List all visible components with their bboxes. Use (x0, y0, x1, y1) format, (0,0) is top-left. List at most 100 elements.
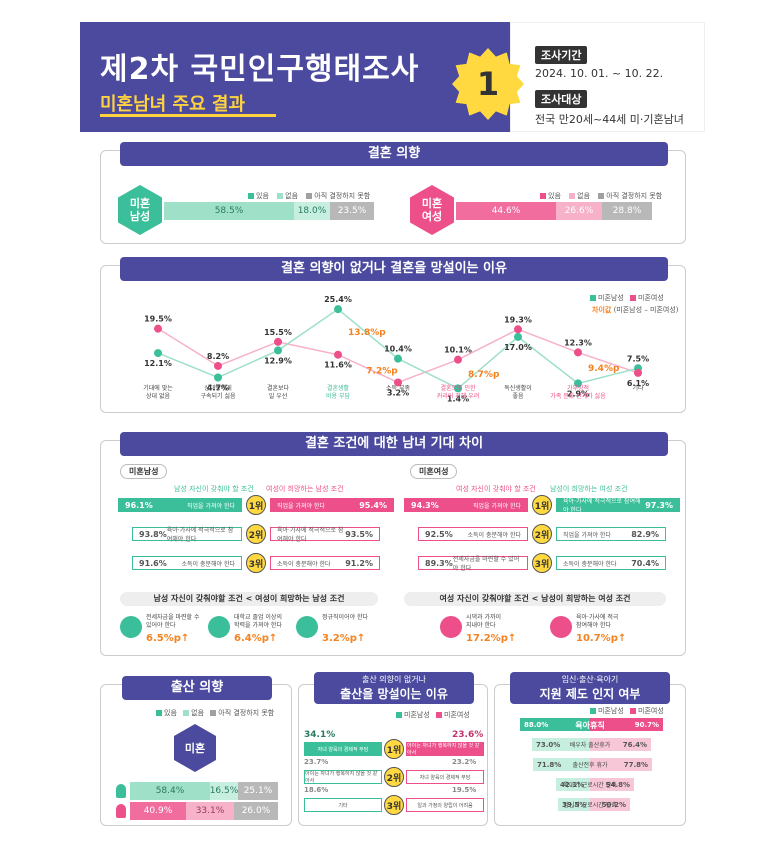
male-cond-left-value: 93.8% (139, 529, 167, 539)
category-label: 소득 부족 (386, 385, 410, 392)
period-label: 조사기간 (535, 46, 588, 64)
birth-female-undecided-bar: 26.0% (234, 802, 278, 820)
male-cond-left-bar: 93.8% 육아·가사에 적극적으로 참여해야 한다 (132, 527, 242, 543)
female-cond-left-bar: 94.3% 직업을 가져야 한다 (404, 498, 528, 512)
support-male-bar: 73.0% (532, 738, 590, 751)
support-title: 임신·출산·육아기 지원 제도 인지 여부 (510, 672, 670, 704)
marriage-intent-title: 결혼 의향 (120, 142, 668, 166)
category-label: 상대방에게 (204, 384, 232, 392)
birth-female-value: 23.6% (452, 730, 484, 740)
male-value-label: 4.7% (207, 383, 229, 392)
male-value-label: 10.4% (384, 345, 412, 354)
male-cond-rank-circle: 1위 (246, 495, 266, 515)
birth-right-bar: 아이는 자녀가 행복하지 않을 것 같아서 (406, 742, 484, 756)
support-label: 육아기 근로시간 단축 (563, 782, 617, 789)
female-cond-right-bar: 소득이 충분해야 한다 70.4% (556, 556, 666, 570)
female-cond-left-text: 전세자금을 마련할 수 있어야 한다 (452, 556, 520, 572)
birth-rank-circle: 3위 (384, 795, 404, 815)
birth-right-bar: 자녀 양육의 경제적 부담 (406, 770, 484, 784)
support-male-bar: 88.0% (520, 718, 590, 731)
male-point (514, 332, 522, 341)
female-cond-right-bar: 직업을 가져야 한다 82.9% (556, 527, 666, 541)
male-no-bar: 18.0% (294, 202, 330, 220)
male-cond-left-value: 91.6% (139, 558, 167, 568)
female-cond-rank-circle: 3위 (532, 553, 552, 573)
female-cond-right-value: 70.4% (631, 558, 659, 568)
category-label: 결혼생활 (327, 384, 350, 392)
male-gap-value: 6.4%p↑ (234, 633, 278, 644)
female-value-label: 12.3% (564, 338, 592, 347)
male-cond-right-value: 95.4% (359, 500, 387, 510)
male-value-label: 12.9% (264, 356, 292, 365)
male-cond-left-text: 소득이 충분해야 한다 (181, 560, 236, 568)
target-label: 조사대상 (535, 90, 588, 108)
male-cond-left-text: 직업을 가져야 한다 (187, 502, 235, 510)
male-cond-rank-circle: 2위 (246, 524, 266, 544)
support-label: 육아휴직 (575, 721, 605, 730)
female-value-label: 10.1% (444, 346, 472, 355)
support-female-bar: 76.4% (590, 738, 651, 751)
female-cond-left-value: 92.5% (425, 529, 453, 539)
support-label: 배우자 출산휴가 (569, 742, 611, 749)
female-value-label: 6.1% (627, 379, 649, 388)
category-label: 가족 문화·관계가 싫음 (550, 392, 606, 400)
female-gap-text: 시댁과 가까이 지내야 한다 (466, 614, 502, 629)
female-undecided-bar: 28.8% (602, 202, 652, 220)
female-value-label: 19.5% (144, 315, 172, 324)
male-cond-right-value: 91.2% (345, 558, 373, 568)
female-gap-text: 육아·가사에 적극 참여해야 한다 (576, 614, 619, 629)
support-label: 출산전후 휴가 (572, 762, 608, 769)
male-gap-icon (296, 616, 318, 638)
marriage-legend-female: 있음 없음 아직 결정하지 못함 (540, 191, 662, 201)
male-person-icon (116, 784, 126, 798)
category-label: 결혼으로 인한 (440, 384, 476, 392)
male-gap-icon (208, 616, 230, 638)
male-point (154, 349, 162, 358)
birth-reasons-title: 출산 의향이 없거나 출산을 망설이는 이유 (314, 672, 474, 704)
male-col1-header: 남성 자신이 갖춰야 할 조건 (174, 485, 254, 493)
female-gap-icon (440, 616, 462, 638)
female-point (574, 348, 582, 357)
target-value: 전국 만20세~44세 미·기혼남녀 (535, 113, 684, 126)
male-cond-left-bar: 96.1% 직업을 가져야 한다 (118, 498, 242, 512)
female-cond-right-text: 소득이 충분해야 한다 (563, 560, 617, 568)
male-point (454, 384, 462, 393)
male-gap-text: 정규직이어야 한다 (322, 614, 369, 621)
male-point (274, 346, 282, 355)
female-point (514, 325, 522, 334)
gap-value: 8.7%p (468, 370, 500, 380)
female-unmarried-hex: 미혼 여성 (410, 185, 454, 235)
category-label: 좋음 (512, 393, 524, 400)
reasons-gap-legend: 차이값 (미혼남성 – 미혼여성) (592, 306, 679, 314)
gap-value: 7.2%p (366, 367, 398, 377)
female-point (274, 337, 282, 346)
female-cond-right-text: 직업을 가져야 한다 (563, 531, 611, 539)
birth-female-no-bar: 33.1% (186, 802, 234, 820)
female-cond-right-value: 82.9% (631, 529, 659, 539)
category-label: 기타 (632, 384, 644, 392)
male-value-label: 12.1% (144, 359, 172, 368)
category-label: 일 우선 (269, 392, 287, 400)
reasons-title: 결혼 의향이 없거나 결혼을 망설이는 이유 (120, 257, 668, 281)
category-label: 기대에 맞는 (143, 384, 173, 392)
female-no-bar: 26.6% (556, 202, 602, 220)
header-banner (80, 22, 510, 132)
support-legend: 미혼남성 미혼여성 (590, 706, 664, 716)
support-male-bar: 39.5% (558, 798, 590, 811)
male-point (214, 373, 222, 382)
birth-right-bar: 일과 가정의 양립이 어려움 (406, 798, 484, 812)
female-col2-header: 남성이 희망하는 여성 조건 (550, 485, 628, 493)
category-label: 비용 부담 (326, 392, 350, 400)
female-cond-left-text: 직업을 가져야 한다 (473, 502, 521, 510)
birth-reasons-legend: 미혼남성 미혼여성 (396, 710, 470, 720)
marriage-legend-male: 있음 없음 아직 결정하지 못함 (248, 191, 370, 201)
support-male-bar: 71.8% (533, 758, 590, 771)
female-point (454, 355, 462, 364)
female-point (154, 324, 162, 333)
female-cond-left-bar: 92.5% 소득이 충분해야 한다 (418, 527, 528, 541)
male-yes-bar: 58.5% (164, 202, 294, 220)
male-col2-header: 여성이 희망하는 남성 조건 (266, 485, 344, 493)
male-cond-right-bar: 직업을 가져야 한다 95.4% (270, 498, 394, 512)
female-cond-right-value: 97.3% (645, 500, 673, 510)
